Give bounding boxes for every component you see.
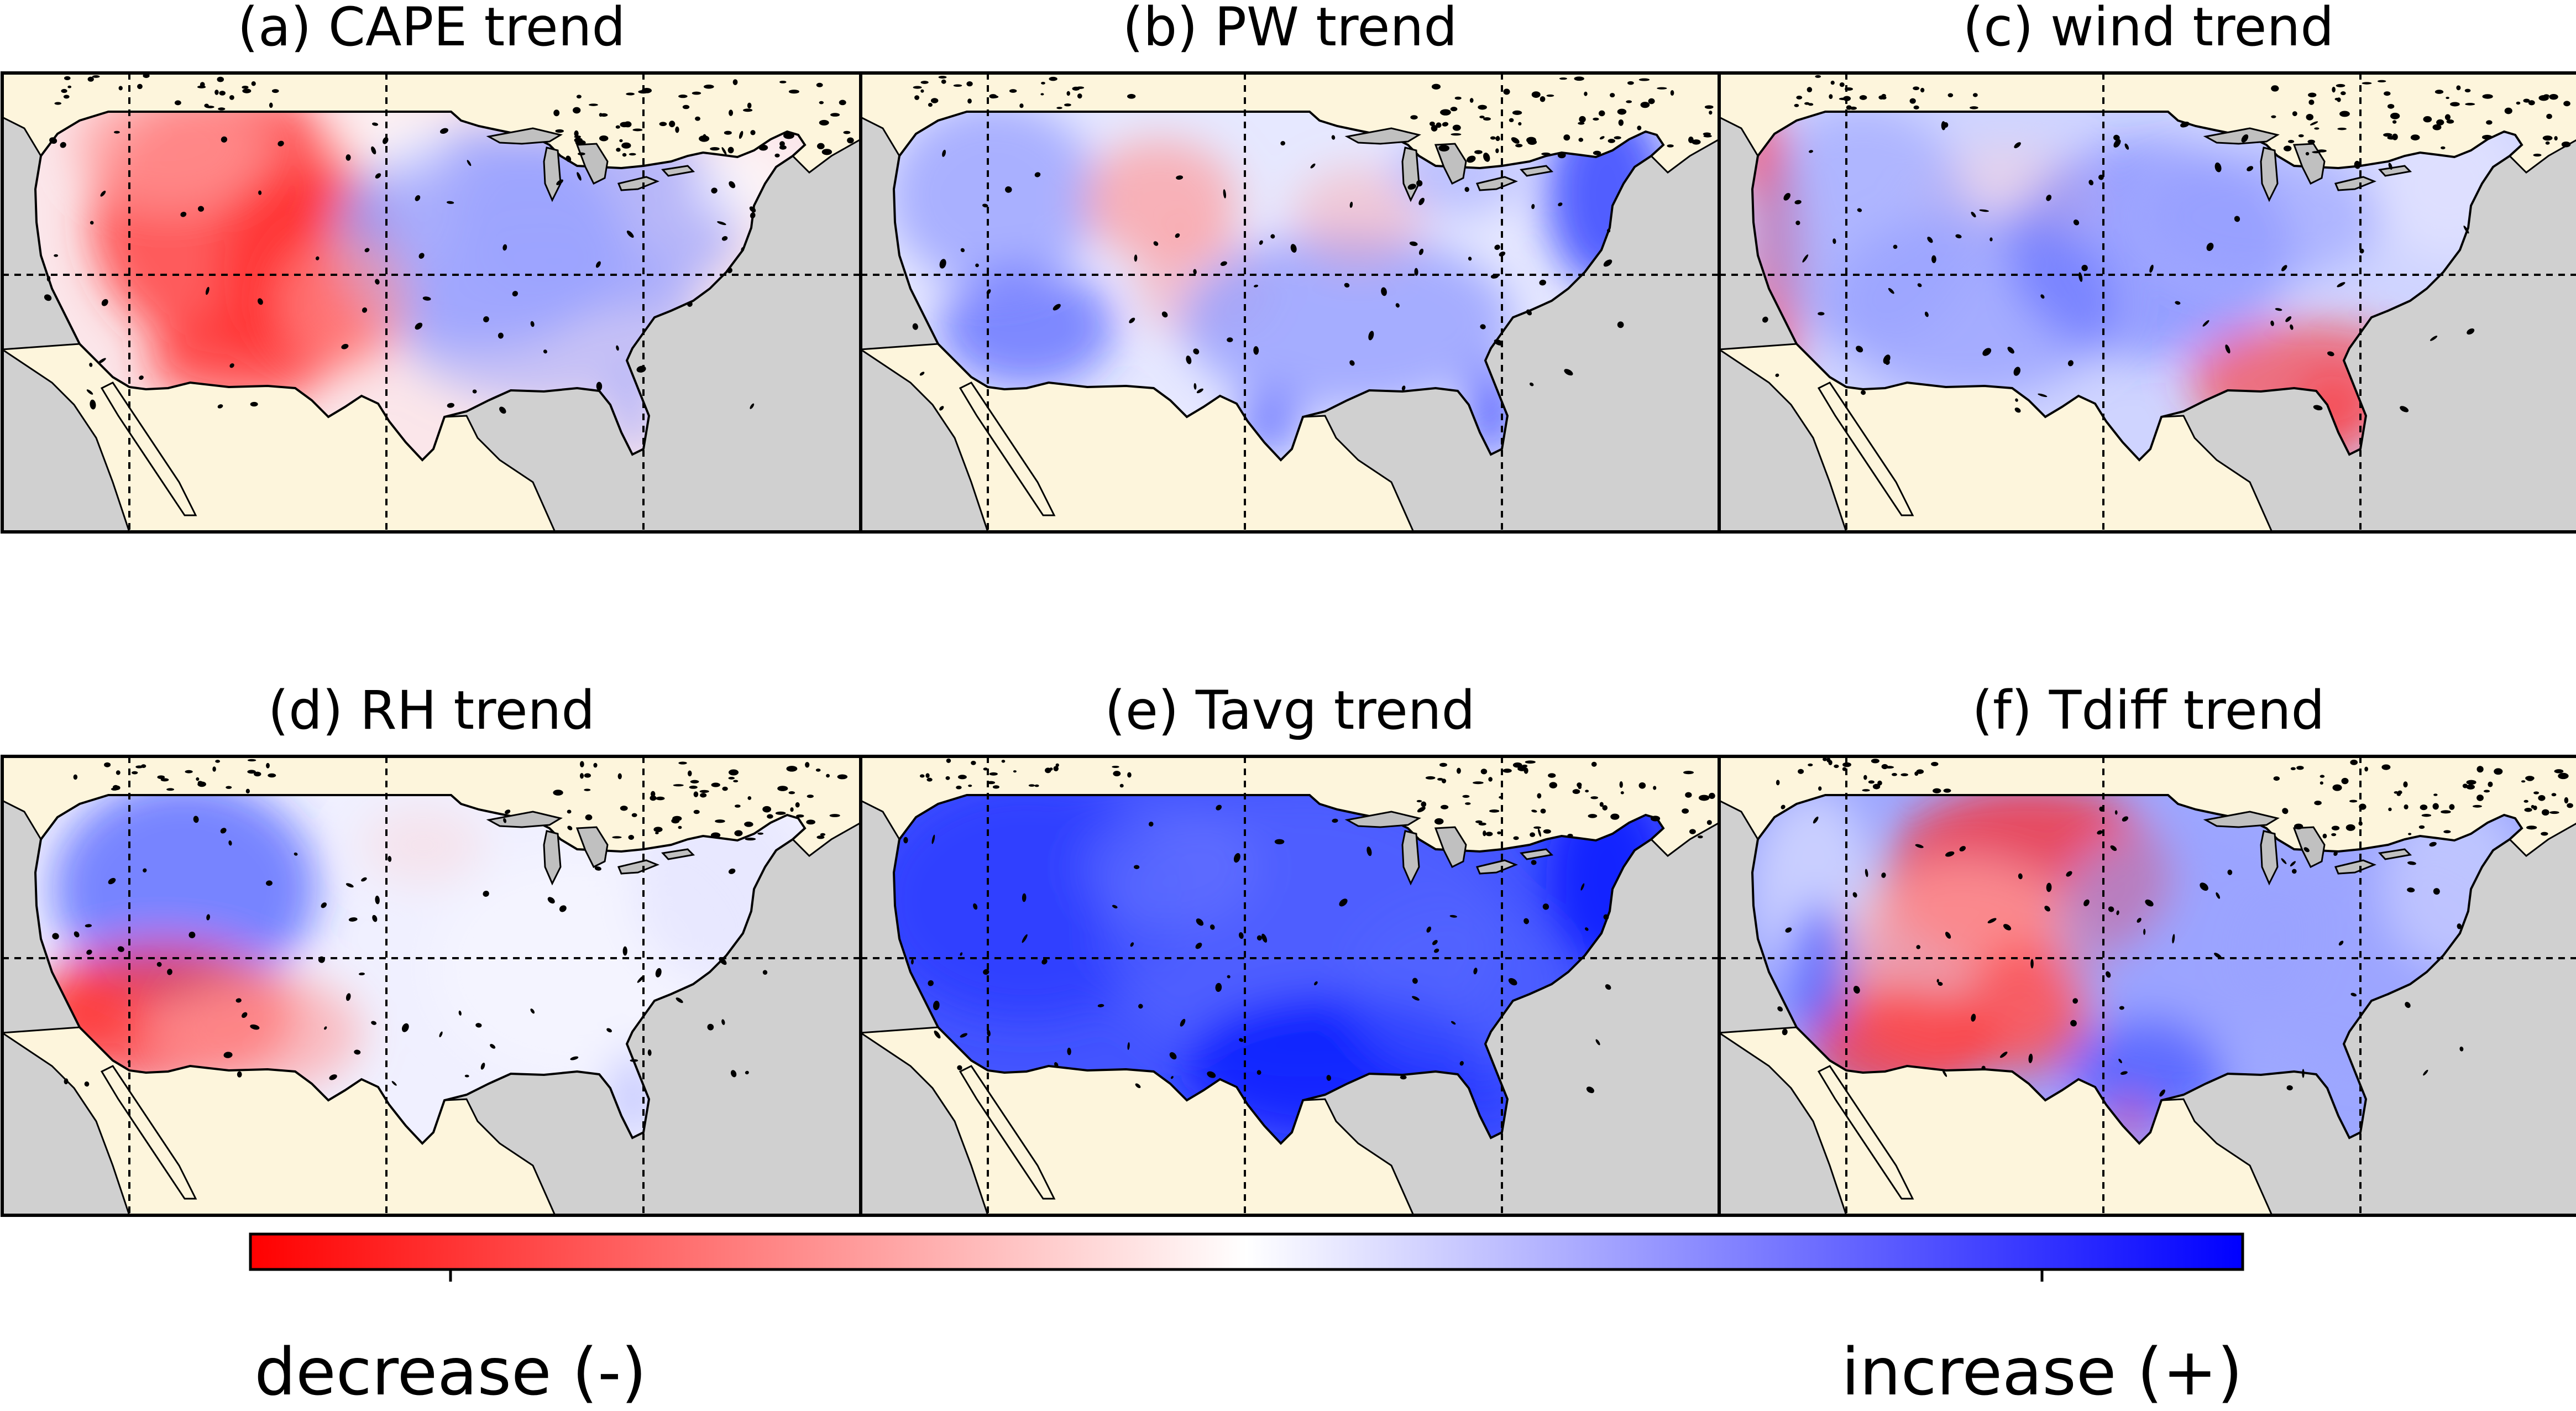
baja-peninsula [100, 1065, 197, 1200]
graticule [1719, 756, 2576, 1215]
map-panel-tavg [859, 755, 1721, 1217]
great-lake [2292, 826, 2326, 869]
great-lake [2334, 176, 2377, 191]
map-panel-pw [859, 71, 1721, 534]
great-lake [1434, 143, 1467, 185]
us-outline [1751, 111, 2523, 462]
water-bodies [52, 759, 848, 1087]
water-bodies [903, 758, 1715, 1094]
us-outline [34, 111, 807, 462]
graticule [2, 756, 861, 1215]
water-bodies [1762, 75, 2571, 413]
great-lake [661, 848, 695, 860]
us-outline [34, 794, 807, 1145]
baja-peninsula [959, 1065, 1056, 1200]
panel-frame [1718, 71, 2576, 534]
great-lake [1520, 165, 1554, 177]
great-lake [1475, 859, 1519, 875]
us-outline [1751, 794, 2523, 1145]
colorbar-label-decrease: decrease (-) [254, 1334, 646, 1410]
great-lake [661, 165, 695, 177]
panel-frame [1718, 755, 2576, 1217]
great-lake [2203, 127, 2280, 145]
baja-peninsula [959, 382, 1056, 516]
baja-peninsula [1817, 382, 1914, 516]
water-bodies [912, 76, 1714, 411]
panel-title: (d) RH trend [268, 680, 595, 741]
baja-peninsula [100, 382, 197, 516]
great-lake [2260, 147, 2279, 202]
great-lake [1434, 826, 1467, 869]
great-lake [486, 811, 563, 828]
graticule [861, 756, 1719, 1215]
map-panel-tdiff [1718, 755, 2576, 1217]
great-lake [1520, 848, 1554, 860]
great-lake [1475, 176, 1519, 191]
great-lake [617, 859, 660, 875]
map-panel-cape [1, 71, 862, 534]
great-lake [486, 127, 563, 145]
baja-peninsula [1817, 1065, 1914, 1200]
us-outline [892, 794, 1665, 1145]
colorbar-label-increase: increase (+) [1841, 1334, 2243, 1410]
us-outline [892, 111, 1665, 462]
great-lake [1344, 127, 1421, 145]
panel-title: (e) Tavg trend [1104, 680, 1475, 741]
great-lake [1344, 811, 1421, 828]
great-lake [2378, 165, 2412, 177]
water-bodies [1776, 757, 2573, 1097]
great-lake [2203, 811, 2280, 828]
panel-title: (c) wind trend [1963, 0, 2334, 58]
great-lake [617, 176, 660, 191]
colorbar: decrease (-) increase (+) [249, 1232, 2244, 1410]
great-lake [2260, 830, 2279, 886]
panel-title: (f) Tdiff trend [1972, 680, 2325, 741]
great-lake [543, 147, 562, 202]
graticule [1719, 73, 2576, 532]
great-lake [1401, 830, 1420, 886]
panel-title: (b) PW trend [1123, 0, 1458, 58]
map-panel-rh [1, 755, 862, 1217]
map-panels: (a) CAPE trend (b) PW trend (c) wind trend… [1, 0, 2576, 1217]
map-panel-wind [1718, 71, 2576, 534]
great-lake [575, 826, 609, 869]
colorbar-bar [249, 1232, 2244, 1271]
great-lake [543, 830, 562, 886]
great-lake [2334, 859, 2377, 875]
graticule [2, 73, 861, 532]
great-lake [2292, 143, 2326, 185]
water-bodies [44, 73, 854, 414]
panel-title: (a) CAPE trend [238, 0, 626, 58]
great-lake [2378, 848, 2412, 860]
graticule [861, 73, 1719, 532]
